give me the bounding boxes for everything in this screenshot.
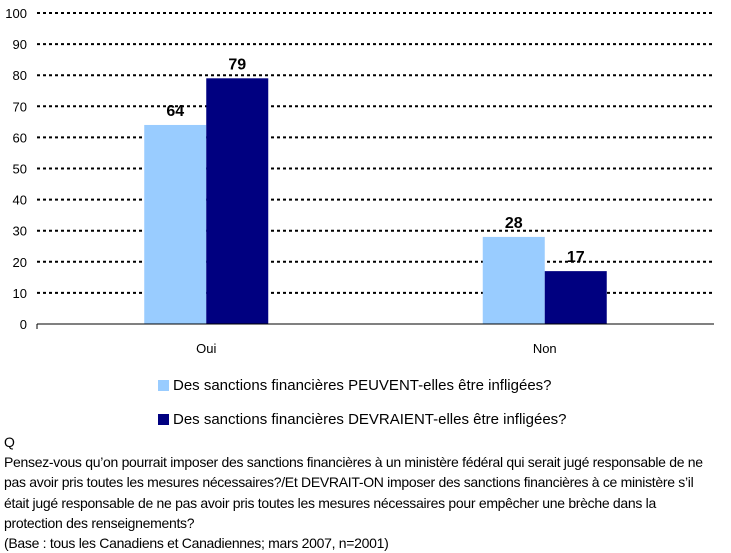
y-tick-label: 70 (13, 99, 27, 114)
base-note: (Base : tous les Canadiens et Canadienne… (4, 535, 389, 552)
legend-label: Des sanctions financières DEVRAIENT-elle… (173, 411, 567, 428)
bar-chart: 0 10 20 30 40 50 60 70 80 90 100 64 79 Oui 28 17 Non (5, 6, 714, 356)
legend-swatch (158, 414, 169, 425)
y-tick-label: 10 (13, 286, 27, 301)
question-marker: Q (4, 434, 15, 450)
x-tick-label: Non (533, 341, 557, 356)
bar (206, 78, 269, 324)
y-tick-label: 80 (13, 68, 27, 83)
data-label: 17 (567, 249, 585, 266)
y-tick-label: 0 (20, 317, 27, 332)
y-tick-label: 40 (13, 193, 27, 208)
legend-item-devraient: Des sanctions financières DEVRAIENT-elle… (158, 411, 567, 428)
x-tick-label: Oui (196, 341, 216, 356)
question-line: Pensez-vous qu’on pourrait imposer des s… (4, 454, 703, 471)
question-caption: Q Pensez-vous qu’on pourrait imposer des… (4, 432, 728, 553)
legend-item-peuvent: Des sanctions financières PEUVENT-elles … (158, 377, 552, 394)
data-label: 28 (505, 215, 523, 232)
y-tick-label: 30 (13, 224, 27, 239)
question-line: était jugé responsable de ne pas avoir p… (4, 494, 656, 511)
y-tick-label: 100 (5, 6, 27, 21)
data-label: 64 (166, 103, 184, 120)
legend-swatch (158, 380, 169, 391)
legend-label: Des sanctions financières PEUVENT-elles … (173, 377, 552, 394)
bar (544, 271, 607, 324)
y-tick-label: 20 (13, 255, 27, 270)
y-tick-label: 90 (13, 37, 27, 52)
y-tick-label: 50 (13, 162, 27, 177)
question-line: protection des renseignements? (4, 514, 195, 531)
question-line: pas avoir pris toutes les mesures nécess… (4, 474, 694, 491)
y-tick-label: 60 (13, 130, 27, 145)
data-label: 79 (228, 56, 246, 73)
bar (482, 236, 545, 324)
bar (144, 124, 207, 325)
